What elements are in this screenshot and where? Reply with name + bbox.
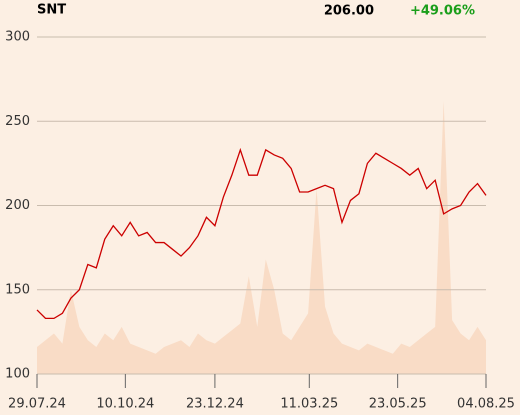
x-tick-label: 23.05.25 (369, 397, 427, 412)
y-tick-label: 200 (5, 198, 30, 213)
volume-area (37, 101, 486, 374)
last-price: 206.00 (324, 4, 374, 19)
x-tick-label: 23.12.24 (186, 397, 244, 412)
y-tick-label: 150 (5, 282, 30, 297)
y-tick-label: 100 (5, 367, 30, 382)
price-change: +49.06% (410, 4, 475, 19)
price-line (36, 147, 487, 320)
x-tick-label: 11.03.25 (280, 397, 338, 412)
chart-title: SNT (37, 3, 66, 18)
x-tick-label: 04.08.25 (457, 397, 515, 412)
y-tick-label: 300 (5, 30, 30, 45)
x-tick-label: 10.10.24 (96, 397, 154, 412)
y-tick-label: 250 (5, 114, 30, 129)
x-tick-label: 29.07.24 (8, 397, 66, 412)
